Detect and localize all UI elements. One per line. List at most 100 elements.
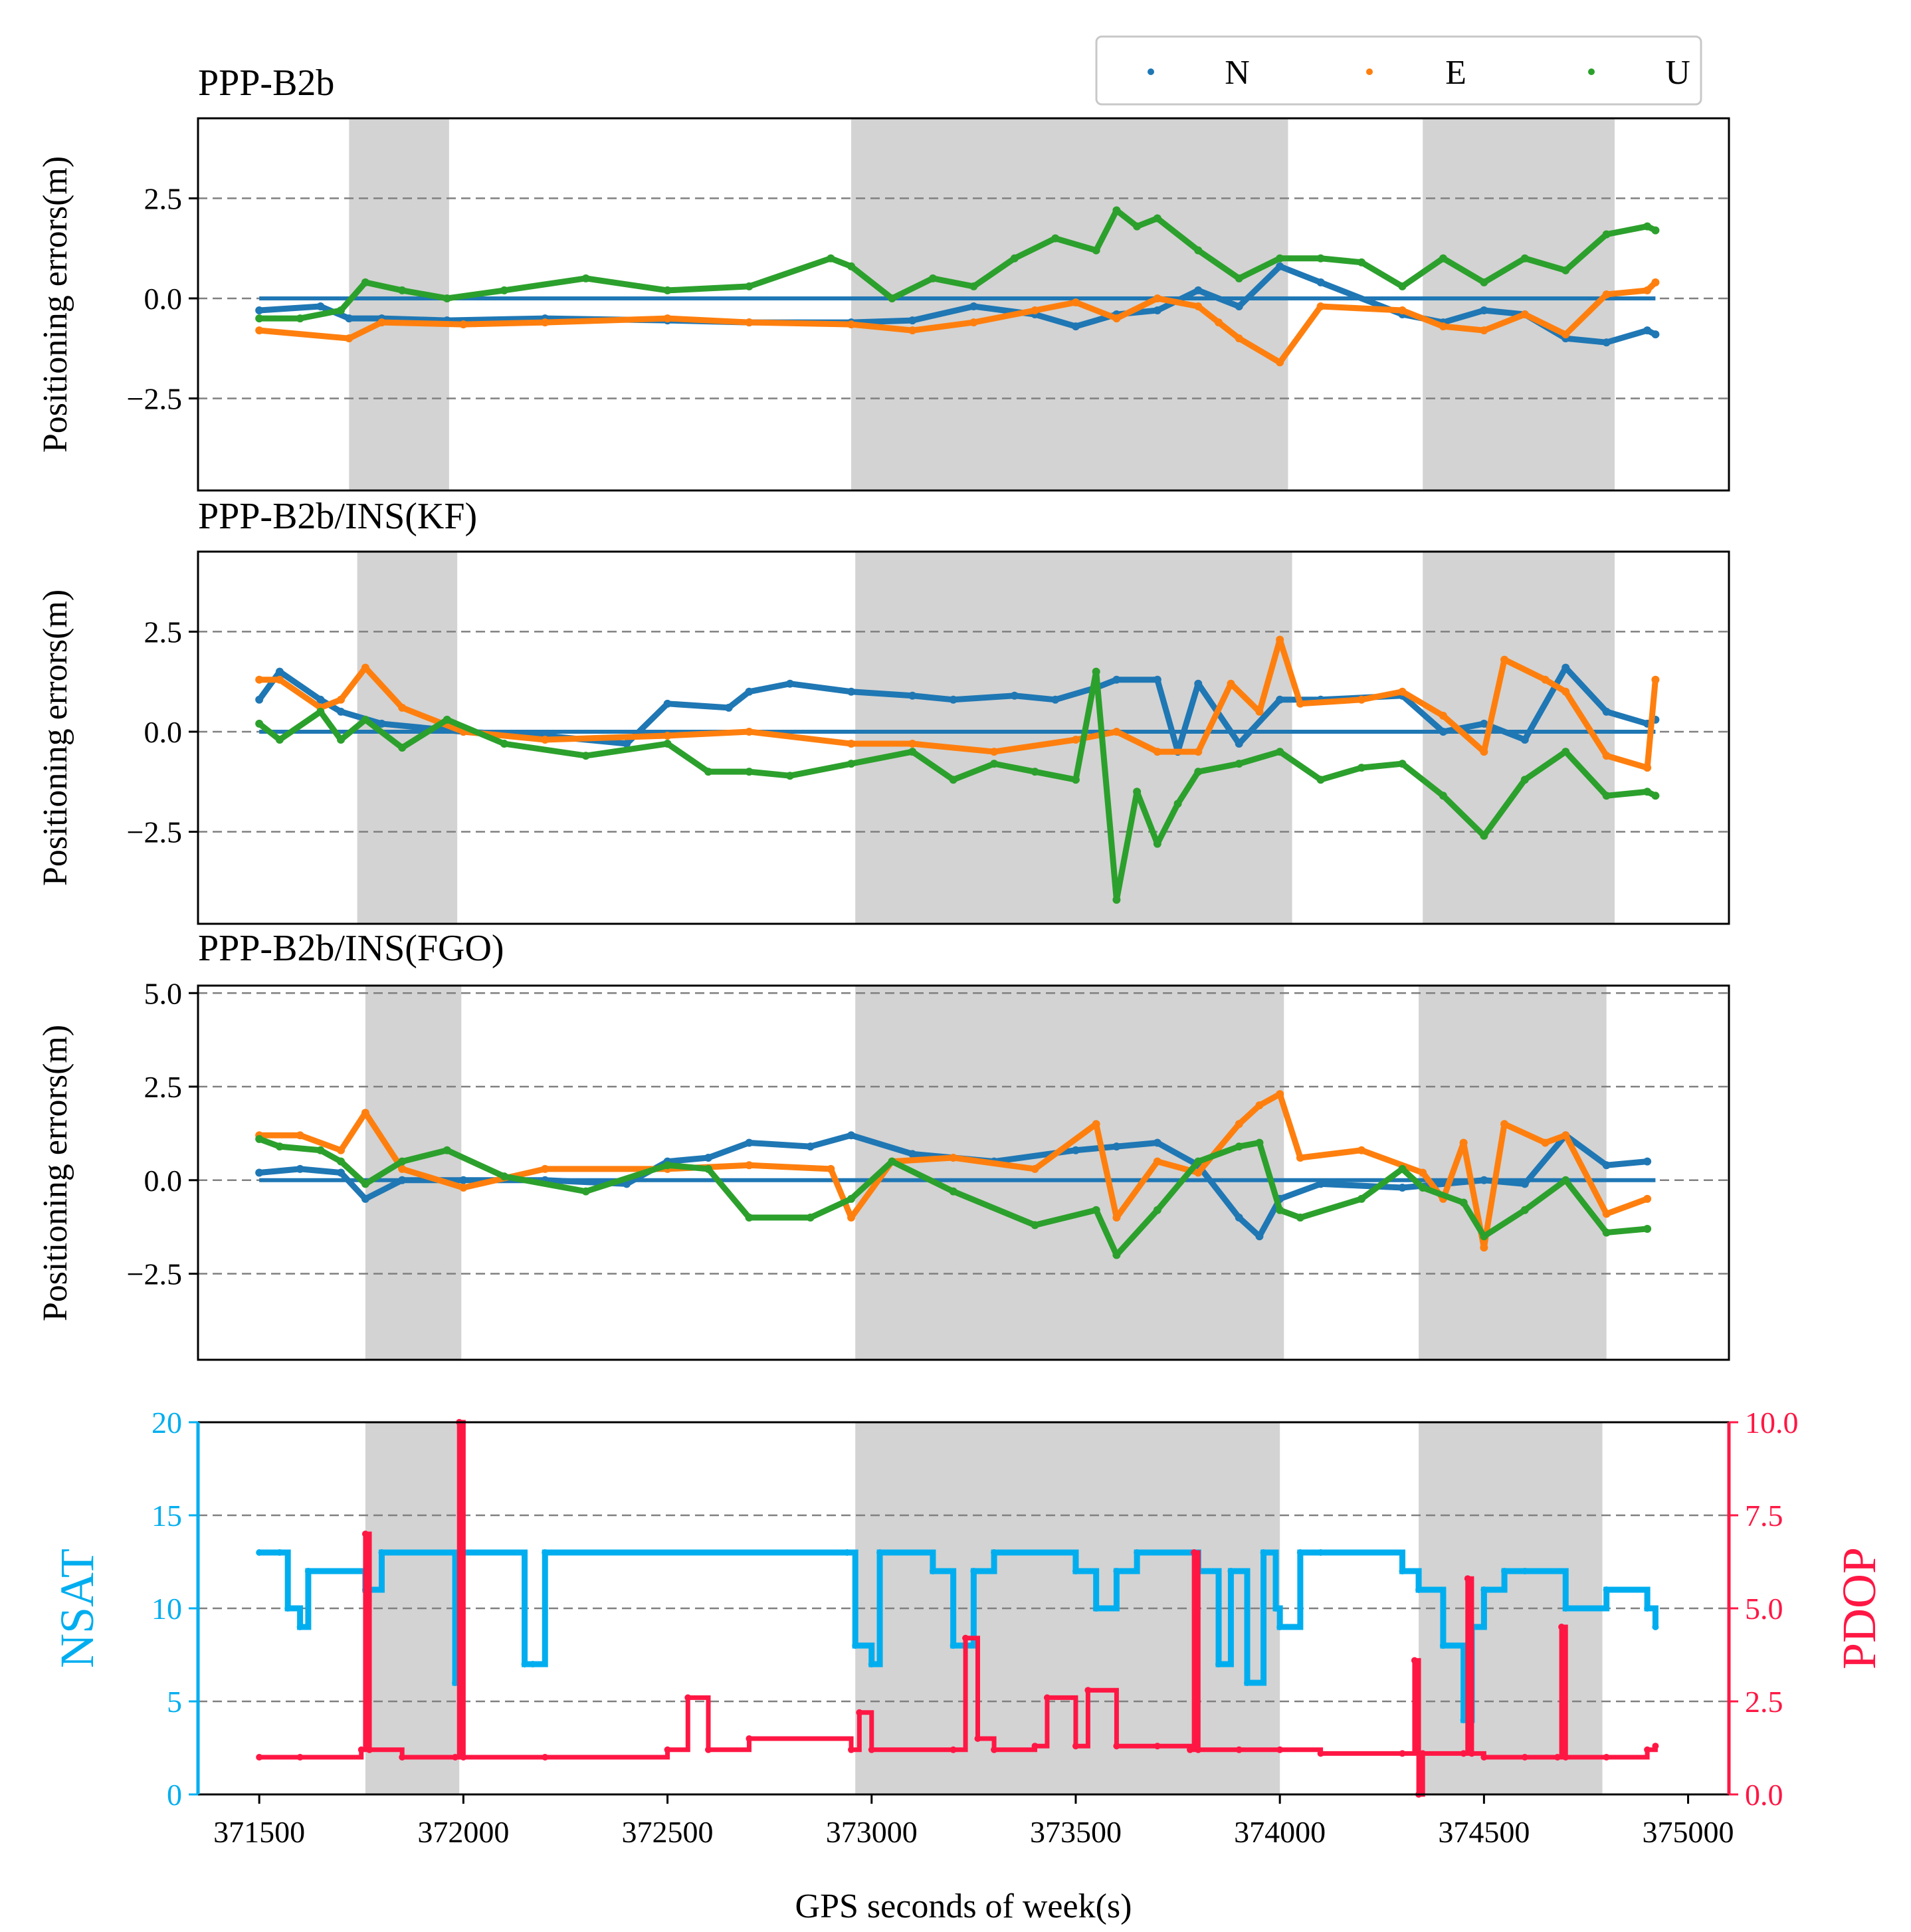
y-tick-label: 2.5 [144, 181, 183, 215]
y-tick-label: 0 [167, 1778, 182, 1812]
data-point-u [581, 1187, 590, 1196]
data-point-e [275, 675, 284, 684]
data-point-n [1276, 262, 1284, 270]
data-point-nsat [284, 1605, 292, 1612]
data-point-e [969, 318, 978, 327]
legend-label-n: N [1225, 54, 1250, 92]
data-point-n [398, 1176, 407, 1184]
data-point-nsat [1244, 1679, 1251, 1686]
data-point-e [847, 1214, 856, 1222]
data-point-u [745, 282, 754, 290]
data-point-e [1643, 764, 1652, 772]
data-point-u [1602, 1228, 1611, 1237]
data-point-e [398, 703, 407, 712]
data-point-e [1541, 1138, 1550, 1147]
y-tick-label: −2.5 [127, 1257, 182, 1291]
data-point-u [275, 736, 284, 744]
data-point-pdop [1652, 1743, 1659, 1750]
x-tick-label: 374000 [1234, 1815, 1326, 1849]
data-point-n [1051, 695, 1060, 704]
data-point-pdop [1072, 1743, 1079, 1750]
data-point-u [1112, 895, 1121, 904]
data-point-e [1651, 278, 1660, 286]
data-point-u [1153, 839, 1161, 848]
data-point-n [1520, 736, 1529, 744]
data-point-e [1643, 286, 1652, 294]
data-point-n [1153, 675, 1161, 684]
x-tick-label: 375000 [1643, 1815, 1734, 1849]
data-point-u [398, 1157, 407, 1166]
data-point-n [1010, 691, 1019, 700]
data-point-n [663, 699, 672, 708]
data-point-nsat [950, 1642, 957, 1649]
data-point-e [663, 731, 672, 740]
data-point-e [361, 1109, 369, 1117]
data-point-nsat [852, 1642, 859, 1649]
data-point-u [1561, 266, 1570, 274]
data-point-u [1651, 792, 1660, 800]
data-point-e [1227, 679, 1235, 688]
data-point-e [1153, 748, 1161, 756]
data-point-e [1112, 1214, 1121, 1222]
data-point-u [1153, 1206, 1161, 1214]
data-point-nsat [1501, 1568, 1508, 1574]
data-point-u [949, 776, 957, 784]
data-point-n [745, 1138, 754, 1147]
data-point-u [1651, 226, 1660, 235]
data-point-n [908, 1150, 917, 1158]
data-point-e [1398, 687, 1407, 696]
data-point-pdop [962, 1634, 969, 1642]
data-point-u [1031, 1221, 1039, 1230]
data-point-pdop [1235, 1746, 1243, 1753]
data-point-nsat [452, 1679, 459, 1686]
data-point-u [1235, 1142, 1243, 1151]
data-point-u [1643, 222, 1652, 231]
data-point-pdop [1043, 1694, 1051, 1701]
data-point-e [1153, 1157, 1161, 1166]
data-point-u [785, 772, 794, 780]
data-point-u [1153, 214, 1161, 223]
data-point-e [1112, 314, 1121, 323]
data-point-e [1439, 322, 1447, 331]
data-point-pdop [296, 1754, 304, 1761]
y-tick-label: 15 [151, 1499, 182, 1533]
series-line-u [256, 207, 1659, 322]
data-point-e [1092, 1120, 1100, 1128]
data-point-e [1235, 1120, 1243, 1128]
data-point-u [1235, 760, 1243, 768]
data-point-nsat [1260, 1549, 1267, 1556]
data-point-u [928, 274, 937, 282]
data-point-e [1643, 1194, 1652, 1203]
data-point-u [1643, 1224, 1652, 1233]
data-point-n [316, 302, 325, 311]
data-point-n [1194, 286, 1203, 294]
data-point-nsat [1134, 1549, 1141, 1556]
data-point-n [361, 1194, 369, 1203]
data-point-pdop [1480, 1754, 1488, 1761]
data-point-e [1296, 699, 1304, 708]
data-point-u [1398, 1164, 1407, 1173]
data-point-pdop [1562, 1754, 1569, 1761]
data-point-u [1439, 254, 1447, 263]
data-point-n [255, 695, 264, 704]
data-point-n [1194, 679, 1203, 688]
data-point-pdop [1644, 1746, 1651, 1753]
data-point-u [1520, 1206, 1529, 1214]
data-point-u [1459, 1198, 1468, 1207]
data-point-u [255, 719, 264, 728]
legend-label-u: U [1665, 54, 1690, 92]
data-point-e [1602, 1210, 1611, 1218]
legend-label-e: E [1445, 54, 1466, 92]
data-point-pdop [361, 1531, 369, 1537]
legend: N E U [1095, 35, 1702, 106]
data-point-nsat [1460, 1717, 1467, 1723]
data-point-u [581, 274, 590, 282]
data-point-n [1235, 302, 1243, 311]
data-point-n [1071, 322, 1080, 331]
data-point-pdop [1603, 1754, 1610, 1761]
data-point-n [847, 1131, 856, 1140]
data-point-u [847, 1194, 856, 1203]
shaded-interval-2 [855, 986, 1284, 1360]
ylabel-ppp-b2b: Positioning errors(m) [37, 156, 74, 453]
